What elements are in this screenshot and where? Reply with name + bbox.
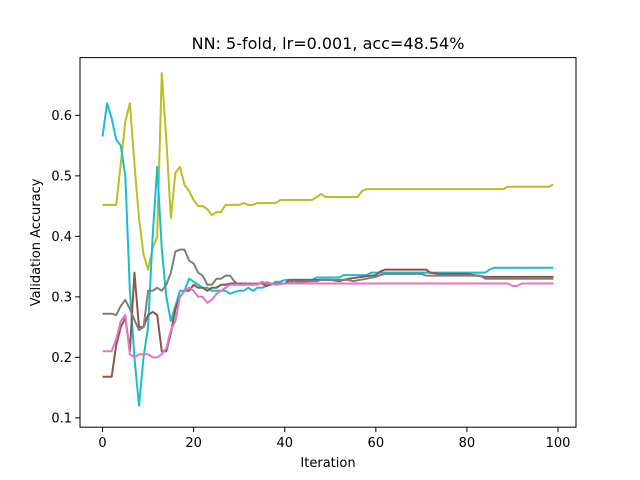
series-line-2: [101, 102, 554, 407]
y-axis: 0.1 0.2 0.3 0.4 0.5 0.6: [51, 109, 80, 426]
y-tick-label: 0.1: [51, 411, 72, 426]
x-tick-label: 60: [368, 436, 385, 451]
x-tick-label: 0: [98, 436, 106, 451]
x-tick-label: 80: [459, 436, 476, 451]
chart-title: NN: 5-fold, lr=0.001, acc=48.54%: [192, 34, 465, 53]
series-line-1: [102, 72, 554, 271]
x-tick-label: 20: [185, 436, 202, 451]
x-axis-label: Iteration: [300, 456, 355, 471]
series-line-5: [102, 280, 554, 359]
y-axis-label: Validation Accuracy: [29, 178, 44, 306]
series-line-4: [102, 248, 554, 332]
y-tick-label: 0.4: [51, 230, 72, 245]
y-tick-label: 0.3: [51, 290, 72, 305]
series-layer: [101, 72, 554, 407]
series-line-3: [102, 268, 554, 378]
y-tick-label: 0.6: [51, 109, 72, 124]
y-tick-label: 0.2: [51, 351, 72, 366]
x-tick-label: 100: [546, 436, 571, 451]
x-tick-label: 40: [276, 436, 293, 451]
y-tick-label: 0.5: [51, 169, 72, 184]
plot-frame: [79, 57, 577, 428]
x-axis: 0 20 40 60 80 100: [98, 427, 570, 451]
